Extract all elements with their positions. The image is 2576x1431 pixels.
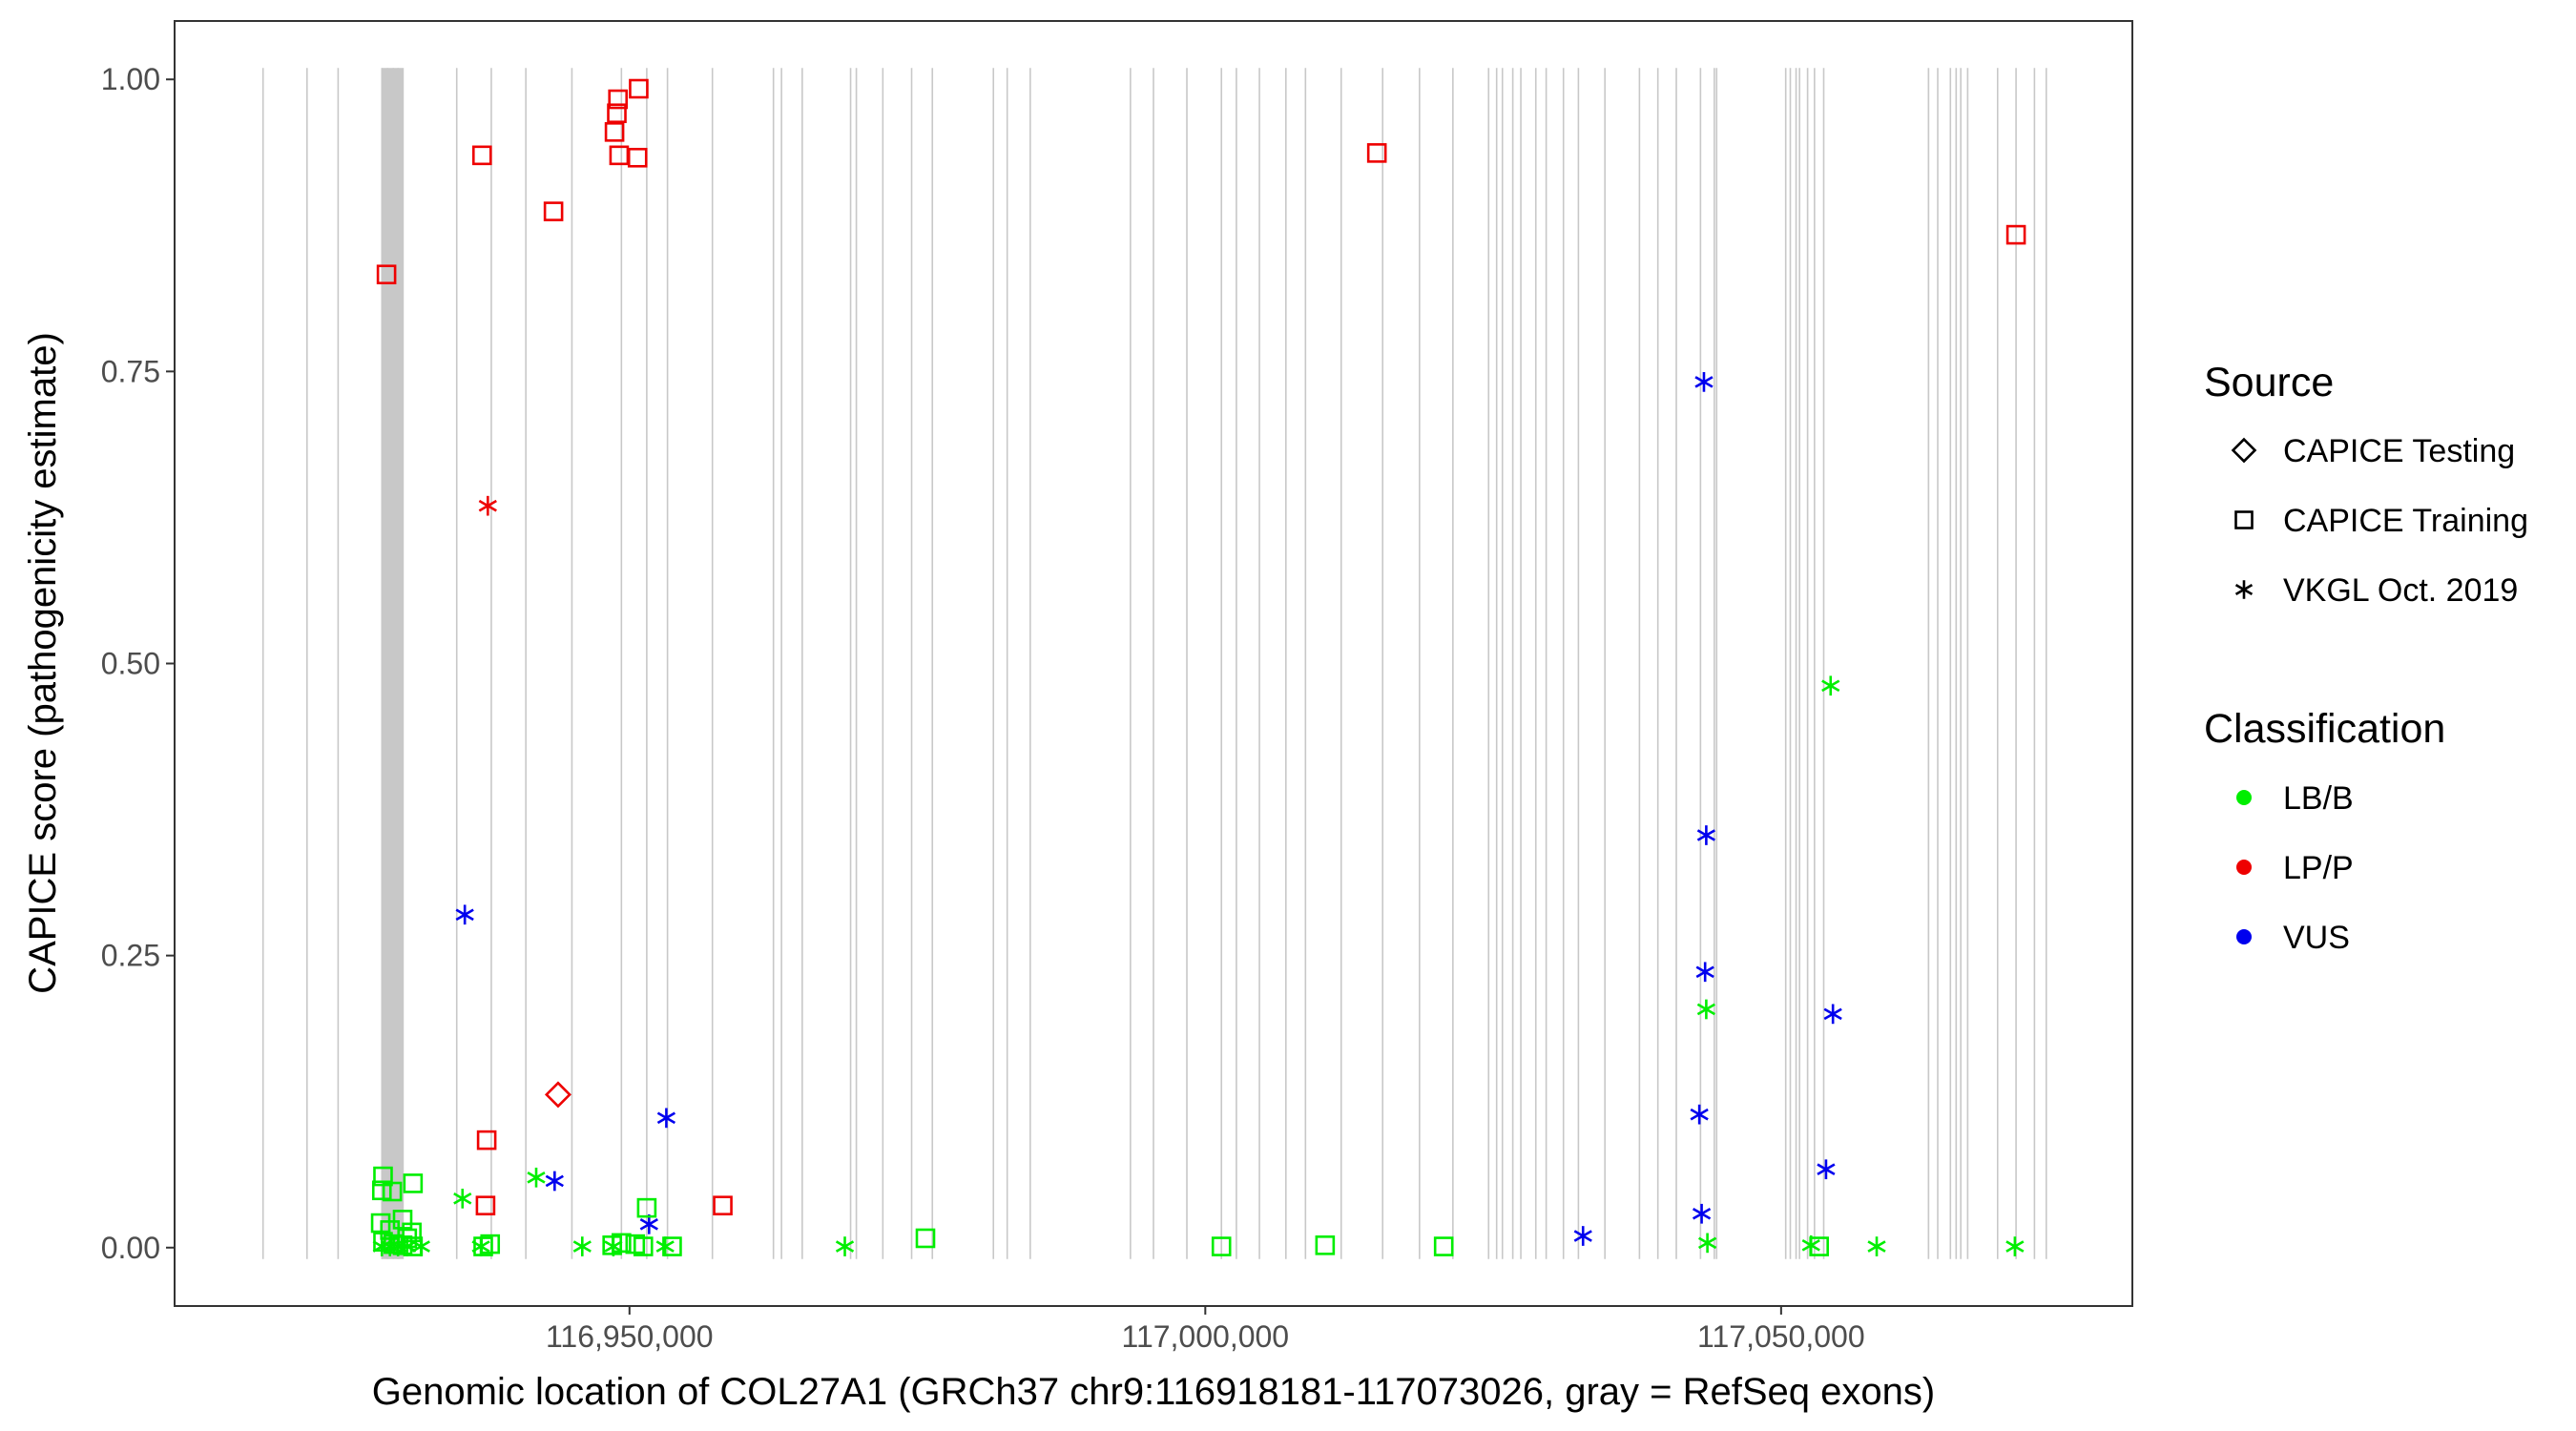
legend-symbol-square (2234, 510, 2254, 529)
exon-lines (261, 68, 2047, 1259)
legend-classification-title: Classification (2204, 706, 2445, 752)
data-point (476, 1130, 497, 1151)
data-point (543, 201, 564, 221)
data-point (608, 89, 629, 110)
legend-label: CAPICE Testing (2283, 433, 2515, 469)
legend-color-dot (2236, 790, 2252, 805)
x-axis: 116,950,000 117,000,000 117,050,000 (546, 1306, 1865, 1354)
data-point (713, 1195, 733, 1215)
data-point (478, 495, 497, 516)
data-point (371, 1180, 392, 1201)
legend-key-diamond (2231, 437, 2257, 464)
legend-label: LP/P (2283, 850, 2354, 886)
legend-label: VKGL Oct. 2019 (2283, 572, 2518, 609)
data-point (1211, 1236, 1232, 1256)
data-point (373, 1232, 393, 1252)
data-point (527, 1167, 546, 1188)
data-point (2005, 1236, 2025, 1256)
legend-label: CAPICE Training (2283, 503, 2528, 539)
data-point (1823, 1004, 1842, 1025)
data-point (636, 1197, 657, 1218)
data-point (633, 1236, 654, 1256)
data-point (1692, 1203, 1712, 1224)
data-point (471, 145, 492, 166)
data-point (1694, 372, 1714, 392)
data-point (392, 1235, 413, 1255)
legend-key-asterisk (2234, 580, 2254, 599)
legend-label: VUS (2283, 920, 2350, 956)
data-point (475, 1195, 496, 1215)
data-point (473, 1236, 493, 1256)
data-point (1867, 1236, 1886, 1256)
y-tick-label: 0.00 (101, 1231, 160, 1265)
data-point (403, 1173, 424, 1193)
data-point (655, 1236, 675, 1256)
data-point (376, 264, 397, 285)
data-point (915, 1228, 936, 1249)
x-axis-title: Genomic location of COL27A1 (GRCh37 chr9… (372, 1371, 1935, 1413)
y-tick-label: 0.25 (101, 939, 160, 973)
data-point (1821, 675, 1840, 696)
legend-color-dot (2236, 860, 2252, 875)
data-point (544, 1081, 571, 1109)
x-tick-label: 117,050,000 (1697, 1319, 1865, 1354)
data-point (1690, 1104, 1709, 1125)
data-point (662, 1236, 682, 1256)
data-point (604, 122, 625, 142)
y-tick-label: 1.00 (101, 62, 160, 96)
x-tick-label: 116,950,000 (546, 1319, 714, 1354)
y-tick-label: 0.50 (101, 647, 160, 681)
data-point (545, 1171, 564, 1192)
data-point (1366, 143, 1387, 163)
x-tick-label: 117,000,000 (1122, 1319, 1290, 1354)
data-point (455, 904, 474, 925)
data-point (1817, 1159, 1836, 1180)
legend-label: LB/B (2283, 780, 2354, 817)
data-points (370, 78, 2026, 1256)
legend-color-dot (2236, 929, 2252, 944)
data-point (629, 78, 649, 99)
exon-block (382, 68, 405, 1259)
data-point (1696, 825, 1716, 845)
data-point (382, 1181, 403, 1202)
data-point (1695, 962, 1714, 983)
data-point (1433, 1236, 1454, 1256)
y-axis-title: CAPICE score (pathogenicity estimate) (22, 332, 64, 994)
legend-symbol-diamond (2231, 437, 2257, 464)
data-point (453, 1188, 472, 1209)
data-point (480, 1234, 501, 1255)
legend: Source CAPICE Testing CAPICE Training VKGL… (2204, 360, 2528, 956)
data-point (2005, 224, 2026, 245)
data-point (1697, 1233, 1717, 1254)
data-point (1696, 999, 1716, 1020)
data-point (1573, 1226, 1592, 1246)
y-axis: 0.00 0.25 0.50 0.75 1.00 (101, 62, 175, 1265)
legend-source-title: Source (2204, 360, 2334, 405)
legend-symbol-asterisk (2234, 580, 2254, 599)
legend-key-square (2234, 510, 2254, 529)
data-point (835, 1236, 855, 1256)
data-point (627, 147, 648, 168)
data-point (572, 1236, 592, 1256)
data-point (612, 1233, 632, 1254)
data-point (1809, 1236, 1829, 1256)
data-point (607, 103, 627, 124)
y-tick-label: 0.75 (101, 354, 160, 388)
data-point (1315, 1235, 1336, 1255)
data-point (403, 1236, 424, 1256)
data-point (656, 1108, 676, 1129)
data-point (609, 145, 630, 166)
